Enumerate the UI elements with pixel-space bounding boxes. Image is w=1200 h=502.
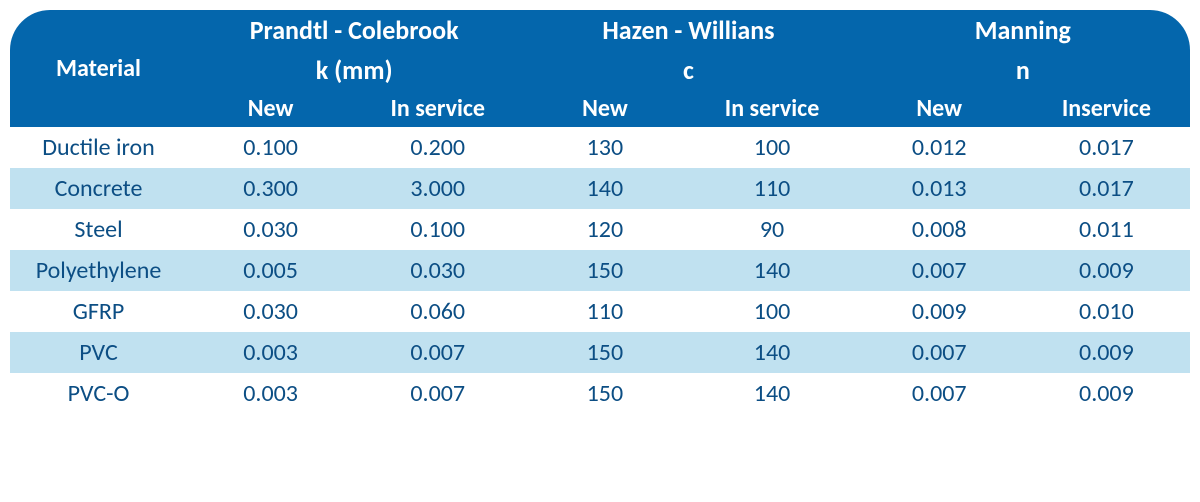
cell-value: 150	[521, 332, 688, 373]
col-sub-manning-new: New	[856, 90, 1023, 127]
cell-value: 100	[688, 291, 855, 332]
cell-value: 140	[688, 250, 855, 291]
cell-value: 0.100	[354, 209, 521, 250]
col-material-header: Material	[10, 10, 187, 127]
cell-value: 90	[688, 209, 855, 250]
cell-material: Steel	[10, 209, 187, 250]
cell-value: 0.009	[1023, 332, 1190, 373]
cell-value: 0.060	[354, 291, 521, 332]
cell-value: 0.013	[856, 168, 1023, 209]
table-row: Steel 0.030 0.100 120 90 0.008 0.011	[10, 209, 1190, 250]
cell-value: 100	[688, 127, 855, 168]
cell-value: 140	[688, 332, 855, 373]
cell-value: 110	[521, 291, 688, 332]
cell-material: PVC-O	[10, 373, 187, 414]
table-row: PVC-O 0.003 0.007 150 140 0.007 0.009	[10, 373, 1190, 414]
table-row: Polyethylene 0.005 0.030 150 140 0.007 0…	[10, 250, 1190, 291]
col-group-manning: Manning	[856, 10, 1190, 50]
table-row: PVC 0.003 0.007 150 140 0.007 0.009	[10, 332, 1190, 373]
cell-value: 0.007	[856, 250, 1023, 291]
cell-value: 0.012	[856, 127, 1023, 168]
col-group-hazen: Hazen - Willians	[521, 10, 855, 50]
cell-value: 0.010	[1023, 291, 1190, 332]
cell-value: 150	[521, 250, 688, 291]
col-unit-hazen: c	[521, 50, 855, 90]
cell-material: Polyethylene	[10, 250, 187, 291]
cell-material: Ductile iron	[10, 127, 187, 168]
cell-material: GFRP	[10, 291, 187, 332]
cell-value: 150	[521, 373, 688, 414]
col-sub-prandtl-new: New	[187, 90, 354, 127]
cell-value: 140	[688, 373, 855, 414]
cell-value: 0.011	[1023, 209, 1190, 250]
cell-value: 0.005	[187, 250, 354, 291]
col-group-prandtl: Prandtl - Colebrook	[187, 10, 521, 50]
col-unit-prandtl: k (mm)	[187, 50, 521, 90]
cell-value: 130	[521, 127, 688, 168]
cell-value: 0.300	[187, 168, 354, 209]
cell-value: 140	[521, 168, 688, 209]
col-sub-hazen-service: In service	[688, 90, 855, 127]
col-sub-manning-service: Inservice	[1023, 90, 1190, 127]
col-unit-manning: n	[856, 50, 1190, 90]
table-body: Ductile iron 0.100 0.200 130 100 0.012 0…	[10, 127, 1190, 414]
table: Material Prandtl - Colebrook Hazen - Wil…	[10, 10, 1190, 414]
pipe-roughness-table: Material Prandtl - Colebrook Hazen - Wil…	[10, 10, 1190, 414]
cell-value: 0.008	[856, 209, 1023, 250]
cell-value: 0.009	[856, 291, 1023, 332]
col-sub-hazen-new: New	[521, 90, 688, 127]
cell-value: 0.003	[187, 373, 354, 414]
table-header: Material Prandtl - Colebrook Hazen - Wil…	[10, 10, 1190, 127]
cell-value: 3.000	[354, 168, 521, 209]
cell-value: 0.003	[187, 332, 354, 373]
cell-value: 0.030	[354, 250, 521, 291]
cell-value: 0.030	[187, 209, 354, 250]
cell-value: 0.007	[856, 332, 1023, 373]
cell-value: 110	[688, 168, 855, 209]
cell-value: 0.009	[1023, 250, 1190, 291]
col-sub-prandtl-service: In service	[354, 90, 521, 127]
cell-value: 0.009	[1023, 373, 1190, 414]
cell-value: 0.017	[1023, 168, 1190, 209]
cell-value: 120	[521, 209, 688, 250]
cell-material: Concrete	[10, 168, 187, 209]
table-row: Concrete 0.300 3.000 140 110 0.013 0.017	[10, 168, 1190, 209]
cell-value: 0.007	[856, 373, 1023, 414]
table-row: Ductile iron 0.100 0.200 130 100 0.012 0…	[10, 127, 1190, 168]
cell-value: 0.030	[187, 291, 354, 332]
cell-value: 0.200	[354, 127, 521, 168]
cell-value: 0.017	[1023, 127, 1190, 168]
cell-material: PVC	[10, 332, 187, 373]
cell-value: 0.007	[354, 332, 521, 373]
table-row: GFRP 0.030 0.060 110 100 0.009 0.010	[10, 291, 1190, 332]
cell-value: 0.007	[354, 373, 521, 414]
cell-value: 0.100	[187, 127, 354, 168]
